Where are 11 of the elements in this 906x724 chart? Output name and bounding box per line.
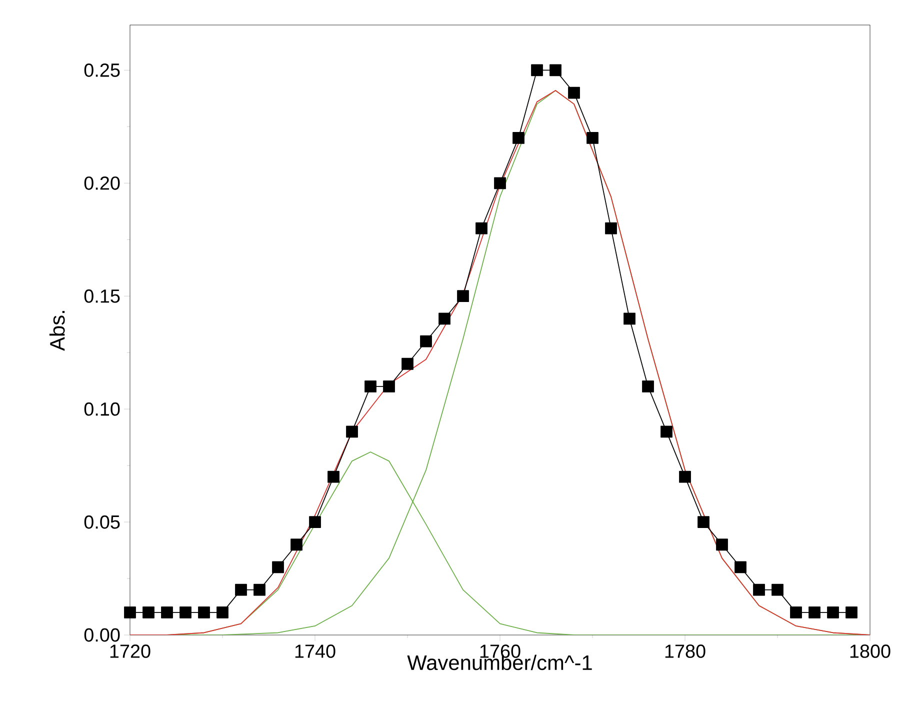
y-tick-label: 0.25 bbox=[84, 63, 120, 77]
y-axis-title: Abs. bbox=[49, 310, 65, 351]
x-tick-label: 1720 bbox=[110, 644, 150, 658]
y-tick-label: 0.15 bbox=[84, 289, 120, 303]
y-tick-label: 0.05 bbox=[84, 515, 120, 529]
x-tick-label: 1780 bbox=[665, 644, 706, 658]
y-tick-label: 0.00 bbox=[84, 628, 120, 642]
x-tick-label: 1740 bbox=[295, 644, 336, 658]
x-tick-label: 1800 bbox=[850, 644, 890, 658]
y-tick-label: 0.10 bbox=[84, 402, 120, 416]
y-tick-label: 0.20 bbox=[84, 176, 120, 190]
